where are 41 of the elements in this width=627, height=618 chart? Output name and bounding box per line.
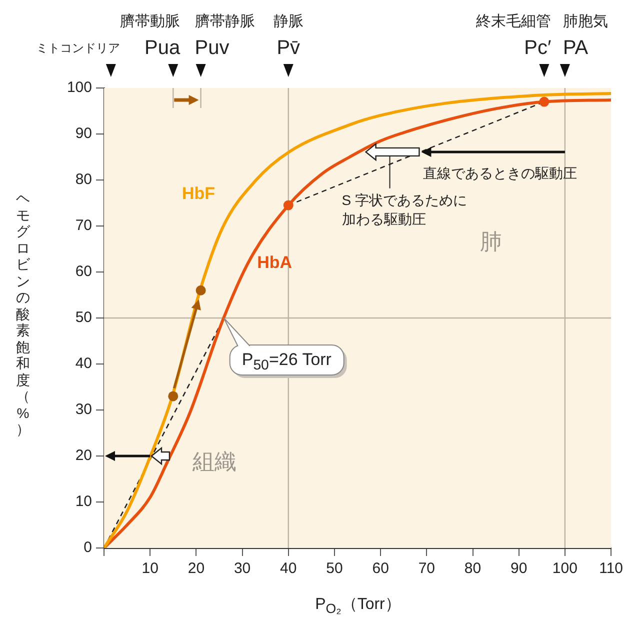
text: ミトコンドリア [36, 40, 120, 57]
x-tick-label: 100 [552, 560, 578, 578]
y-tick-label: 10 [75, 493, 92, 510]
series-label: HbA [257, 252, 292, 272]
x-tick-label: 20 [188, 560, 205, 578]
annotation: 肺 [480, 228, 502, 254]
text: 臍帯動脈 Pua [120, 12, 180, 60]
x-tick-label: 10 [142, 560, 158, 578]
ref-line-label: 静脈 Pv̄ [273, 12, 304, 60]
x-tick-label: 70 [418, 560, 436, 578]
y-tick-label: 70 [75, 217, 92, 234]
annotation: 組織 [192, 449, 237, 474]
x-tick-label: 30 [234, 560, 251, 578]
text: ヘモグロビンの酸素飽和度（%） [16, 190, 30, 437]
annotation: S 字状であるために加わる駆動圧 [342, 191, 468, 230]
text: 終末毛細管 Pc′ [476, 12, 552, 60]
annotation: P$_{50}$=26 Torr [242, 350, 332, 374]
y-tick-label: 100 [66, 79, 92, 96]
y-tick-label: 90 [75, 125, 92, 142]
x-axis-title: P$_{O₂}$（Torr） [314, 595, 402, 616]
y-tick-label: 0 [84, 539, 92, 556]
point [283, 200, 294, 210]
x-tick-label: 50 [326, 560, 343, 578]
point [168, 391, 178, 402]
x-tick-label: 90 [510, 560, 528, 578]
series-label: HbF [182, 184, 216, 203]
y-tick-label: 20 [75, 447, 92, 464]
point [196, 285, 206, 296]
annotation: 直線であるときの駆動圧 [423, 164, 578, 181]
x-tick-label: 80 [464, 560, 482, 578]
y-tick-label: 30 [75, 401, 92, 418]
y-tick-label: 80 [75, 171, 92, 188]
y-tick-label: 50 [75, 309, 92, 326]
y-tick-label: 40 [75, 355, 92, 372]
x-tick-label: 40 [280, 560, 297, 578]
x-tick-label: 110 [599, 560, 624, 578]
y-tick-label: 60 [75, 263, 92, 280]
text: 臍帯静脈 Puv [194, 12, 255, 60]
x-tick-label: 60 [372, 560, 389, 578]
point [539, 96, 550, 107]
ref-line-label: 肺胞気 PA [562, 12, 608, 60]
